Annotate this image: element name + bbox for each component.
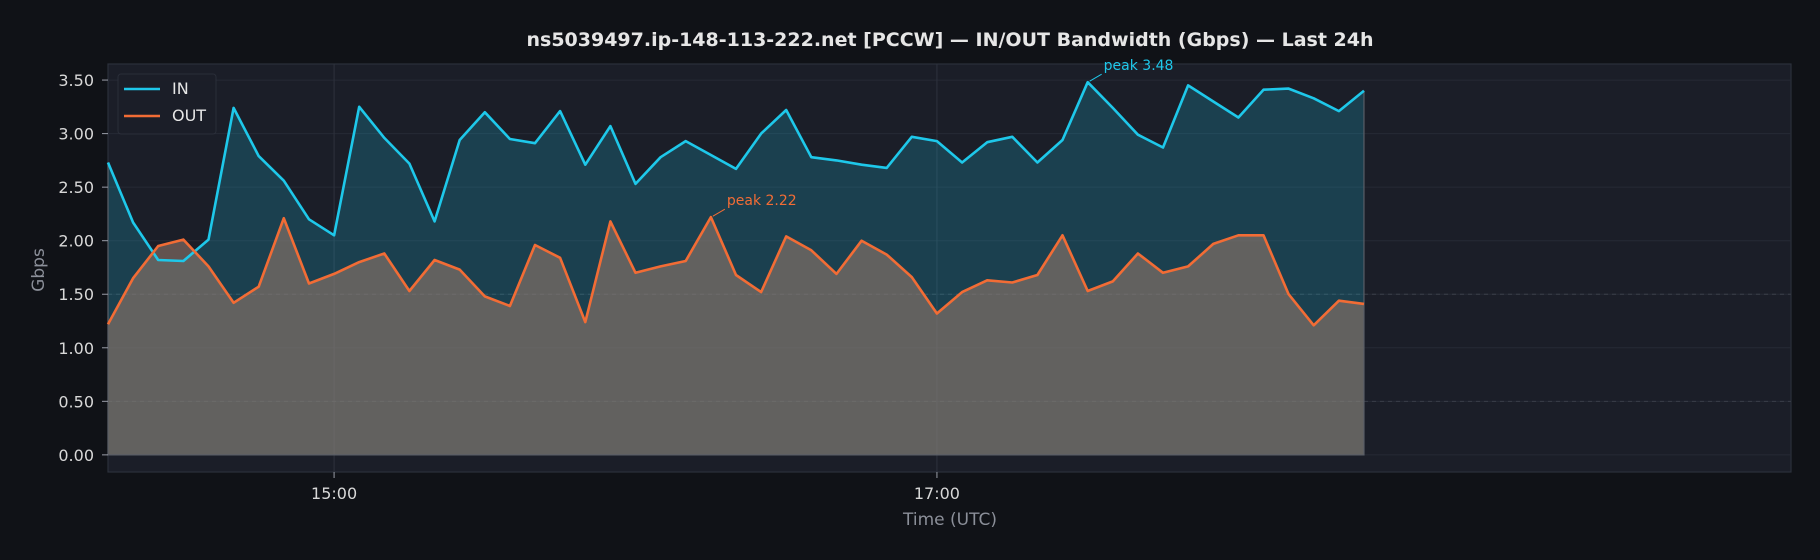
y-tick-label: 0.00 <box>58 446 94 465</box>
chart-title: ns5039497.ip-148-113-222.net [PCCW] — IN… <box>526 29 1373 51</box>
y-axis-ticks: 0.00 0.50 1.00 1.50 2.00 2.50 3.00 3.50 <box>58 71 108 465</box>
annotation-leader <box>1089 73 1102 82</box>
y-tick-label: 2.50 <box>58 178 94 197</box>
series-lines <box>106 80 1365 327</box>
x-axis-ticks: 15:00 17:00 <box>311 472 960 503</box>
x-axis-label: Time (UTC) <box>902 510 997 530</box>
x-tick-label: 15:00 <box>311 484 357 503</box>
y-tick-label: 2.00 <box>58 232 94 251</box>
annotation-label: peak 2.22 <box>727 193 797 209</box>
annotations: peak 3.48 peak 2.22 <box>712 58 1174 217</box>
series-line-out <box>106 215 1365 327</box>
series-line-in <box>106 80 1365 263</box>
annotation-leader <box>712 208 726 217</box>
x-tick-label: 17:00 <box>914 484 960 503</box>
area-outline <box>107 90 1365 456</box>
annotation-label: peak 3.48 <box>1104 58 1174 74</box>
legend-box <box>117 73 217 135</box>
y-tick-label: 1.00 <box>58 339 94 358</box>
y-tick-label: 0.50 <box>58 392 94 411</box>
y-tick-label: 1.50 <box>58 285 94 304</box>
legend: IN OUT <box>117 73 217 135</box>
legend-label-in: IN <box>172 79 189 98</box>
y-tick-label: 3.50 <box>58 71 94 90</box>
y-axis-label: Gbps <box>29 248 49 292</box>
legend-label-out: OUT <box>172 106 206 125</box>
y-tick-label: 3.00 <box>58 125 94 144</box>
